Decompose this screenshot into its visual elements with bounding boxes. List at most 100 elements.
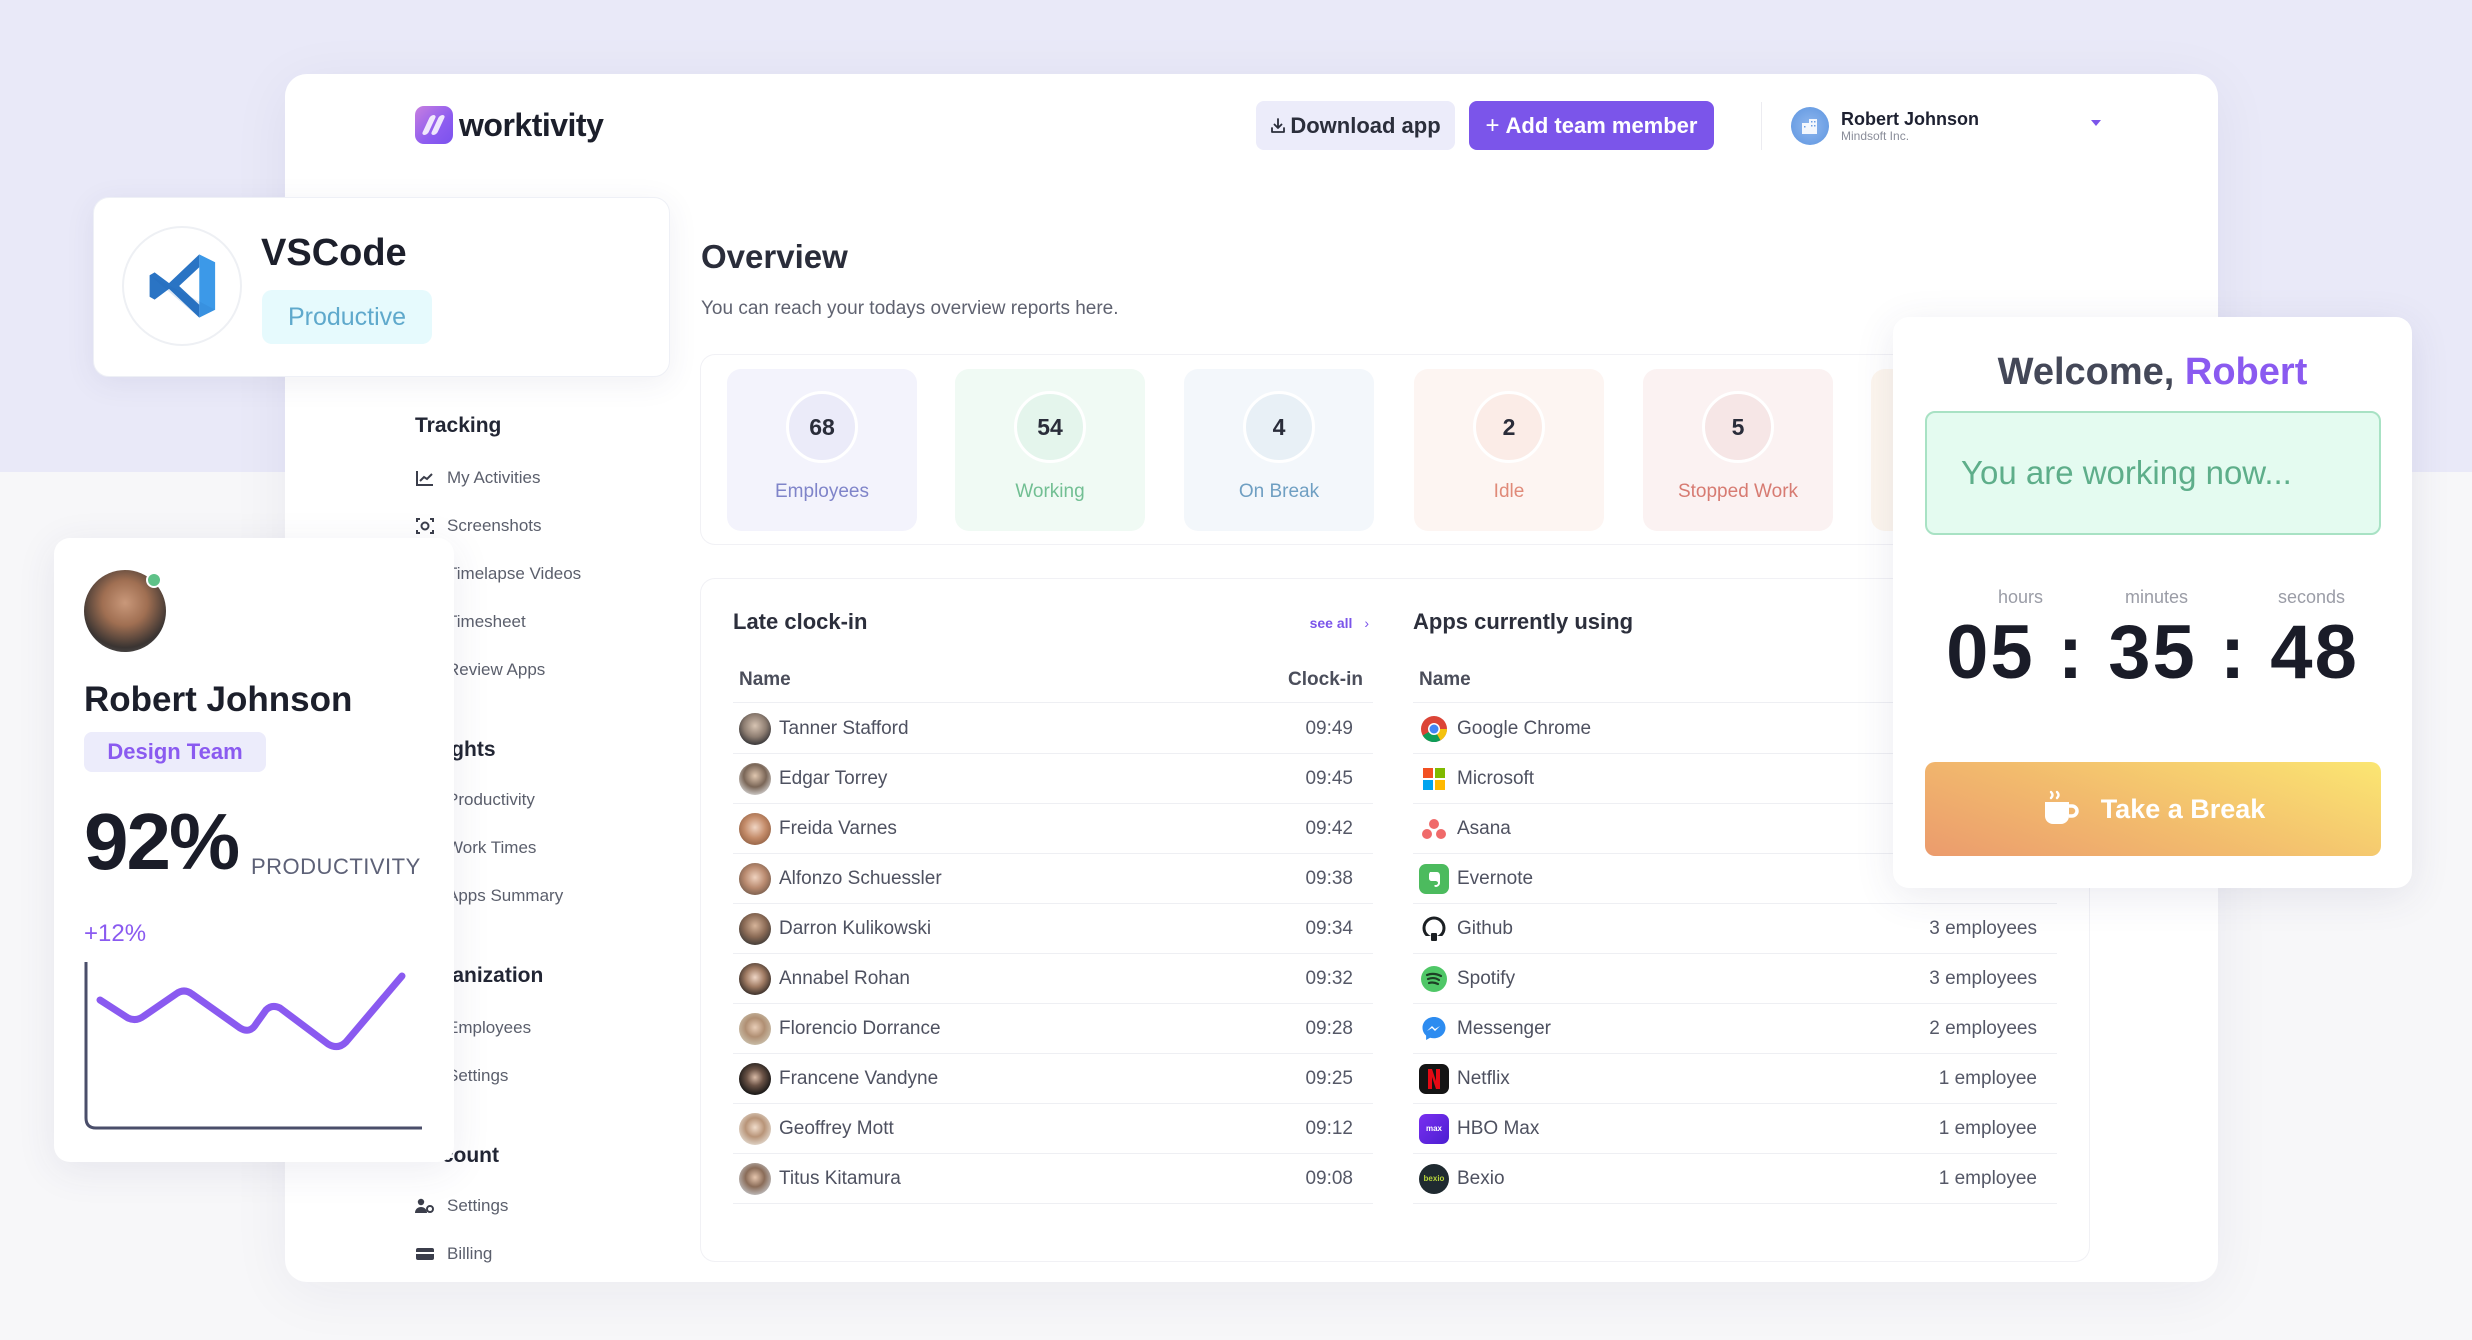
avatar	[739, 812, 771, 845]
app-name: Spotify	[1457, 967, 1516, 989]
sidebar-item-billing[interactable]: Billing	[415, 1244, 492, 1264]
employee-name: Freida Varnes	[779, 817, 897, 839]
avatar	[739, 1062, 771, 1095]
sidebar-item-timesheet[interactable]: Timesheet	[415, 612, 526, 632]
app-name: Netflix	[1457, 1067, 1510, 1089]
asana-icon	[1419, 814, 1449, 844]
table-row[interactable]: Asana	[1413, 804, 2057, 854]
clockin-time: 09:25	[1305, 1067, 1353, 1089]
table-row[interactable]: Netflix 1 employee	[1413, 1054, 2057, 1104]
table-row[interactable]: Darron Kulikowski 09:34	[733, 904, 1373, 954]
table-row[interactable]: Messenger 2 employees	[1413, 1004, 2057, 1054]
table-row[interactable]: bexio Bexio 1 employee	[1413, 1154, 2057, 1204]
take-a-break-button[interactable]: Take a Break	[1925, 762, 2381, 856]
table-row[interactable]: Google Chrome	[1413, 704, 2057, 754]
table-row[interactable]: Tanner Stafford 09:49	[733, 704, 1373, 754]
stat-card-idle[interactable]: 2 Idle	[1414, 369, 1604, 531]
sidebar-item-my-activities[interactable]: My Activities	[415, 468, 541, 488]
app-title: VSCode	[261, 232, 407, 274]
stat-card-on-break[interactable]: 4 On Break	[1184, 369, 1374, 531]
sidebar-item-label: Employees	[447, 1018, 532, 1037]
stat-value: 54	[1014, 391, 1086, 463]
reports-panel: Late clock-in see all › Name Clock-in Ta…	[701, 579, 2089, 1261]
app-usage-count: 3 employees	[1929, 917, 2037, 939]
table-header: Name Clock-in	[733, 663, 1373, 703]
table-row[interactable]: max HBO Max 1 employee	[1413, 1104, 2057, 1154]
sidebar-item-org-settings[interactable]: Settings	[415, 1066, 508, 1086]
productivity-trend-chart	[84, 962, 422, 1130]
user-menu[interactable]: Robert Johnson Mindsoft Inc.	[1791, 104, 2101, 148]
stat-card-stopped-work[interactable]: 5 Stopped Work	[1643, 369, 1833, 531]
sidebar-item-label: Work Times	[447, 838, 537, 857]
sidebar-item-screenshots[interactable]: Screenshots	[415, 516, 542, 536]
employee-name: Edgar Torrey	[779, 767, 888, 789]
stat-card-working[interactable]: 54 Working	[955, 369, 1145, 531]
table-row[interactable]: Annabel Rohan 09:32	[733, 954, 1373, 1004]
clockin-time: 09:28	[1305, 1017, 1353, 1039]
apps-using-title: Apps currently using	[1413, 609, 1634, 634]
table-row[interactable]: Github 3 employees	[1413, 904, 2057, 954]
productivity-value: 92%	[84, 797, 240, 886]
elapsed-timer: 05 : 35 : 48	[1946, 610, 2359, 695]
table-row[interactable]: Florencio Dorrance 09:28	[733, 1004, 1373, 1054]
worktivity-logo-icon	[415, 106, 453, 144]
brand-logo[interactable]: worktivity	[415, 106, 604, 144]
app-name: Messenger	[1457, 1017, 1551, 1039]
plus-icon: +	[1485, 111, 1500, 139]
employee-name: Tanner Stafford	[779, 717, 909, 739]
stat-label: Working	[1015, 481, 1085, 502]
table-row[interactable]: Spotify 3 employees	[1413, 954, 2057, 1004]
avatar	[739, 1012, 771, 1045]
table-row[interactable]: Francene Vandyne 09:25	[733, 1054, 1373, 1104]
bexio-icon: bexio	[1419, 1163, 1449, 1194]
col-clockin: Clock-in	[1288, 669, 1363, 690]
netflix-icon	[1419, 1063, 1449, 1094]
see-all-link[interactable]: see all ›	[1310, 615, 1369, 631]
active-app-card: VSCode Productive	[93, 197, 670, 377]
app-usage-count: 3 employees	[1929, 967, 2037, 989]
stat-label: On Break	[1238, 481, 1320, 502]
app-usage-count: 2 employees	[1929, 1017, 2037, 1039]
sidebar-item-work-times[interactable]: Work Times	[415, 838, 536, 858]
sidebar-item-apps-summary[interactable]: Apps Summary	[415, 886, 563, 906]
app-name: Asana	[1457, 817, 1511, 839]
stat-value: 68	[786, 391, 858, 463]
user-name: Robert Johnson	[1841, 109, 1979, 129]
table-row[interactable]: Freida Varnes 09:42	[733, 804, 1373, 854]
avatar	[739, 862, 771, 895]
app-name: Google Chrome	[1457, 717, 1592, 739]
employee-name: Geoffrey Mott	[779, 1117, 894, 1139]
table-row[interactable]: Evernote	[1413, 854, 2057, 904]
add-team-member-button[interactable]: + Add team member	[1469, 101, 1714, 150]
sidebar-item-timelapse-videos[interactable]: Timelapse Videos	[415, 564, 581, 584]
stat-card-employees[interactable]: 68 Employees	[727, 369, 917, 531]
app-name: Github	[1457, 917, 1513, 939]
user-settings-icon	[415, 1196, 435, 1216]
apps-using-table: Apps currently using Name Google Chrome …	[1413, 609, 2057, 1239]
sidebar-item-label: Timelapse Videos	[447, 564, 582, 583]
time-tracker-card: Welcome, Robert You are working now... h…	[1893, 317, 2412, 888]
take-a-break-label: Take a Break	[2100, 793, 2266, 824]
github-icon	[1419, 914, 1449, 944]
table-row[interactable]: Geoffrey Mott 09:12	[733, 1104, 1373, 1154]
table-row[interactable]: Titus Kitamura 09:08	[733, 1154, 1373, 1204]
sidebar-item-employees[interactable]: Employees	[415, 1018, 531, 1038]
brand-name: worktivity	[459, 106, 604, 143]
sidebar-item-label: Settings	[447, 1066, 509, 1085]
sidebar-item-review-apps[interactable]: Review Apps	[415, 660, 545, 680]
clockin-time: 09:34	[1305, 917, 1353, 939]
app-name: Evernote	[1457, 867, 1534, 889]
table-row[interactable]: Alfonzo Schuessler 09:38	[733, 854, 1373, 904]
download-app-button[interactable]: Download app	[1256, 101, 1455, 150]
sidebar-item-account-settings[interactable]: Settings	[415, 1196, 508, 1216]
working-status-banner: You are working now...	[1925, 411, 2381, 535]
header-divider	[1761, 102, 1762, 150]
late-clockin-table: Late clock-in see all › Name Clock-in Ta…	[733, 609, 1373, 1239]
employee-name: Darron Kulikowski	[779, 917, 932, 939]
chevron-down-icon[interactable]	[2091, 120, 2101, 126]
table-row[interactable]: Microsoft	[1413, 754, 2057, 804]
sidebar-item-productivity[interactable]: Productivity	[415, 790, 535, 810]
chevron-right-icon: ›	[1364, 615, 1369, 631]
table-row[interactable]: Edgar Torrey 09:45	[733, 754, 1373, 804]
employee-name: Florencio Dorrance	[779, 1017, 941, 1039]
